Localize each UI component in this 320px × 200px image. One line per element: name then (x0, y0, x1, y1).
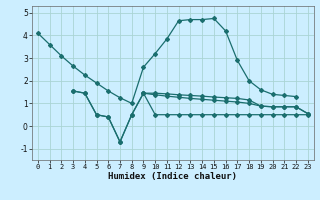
X-axis label: Humidex (Indice chaleur): Humidex (Indice chaleur) (108, 172, 237, 181)
